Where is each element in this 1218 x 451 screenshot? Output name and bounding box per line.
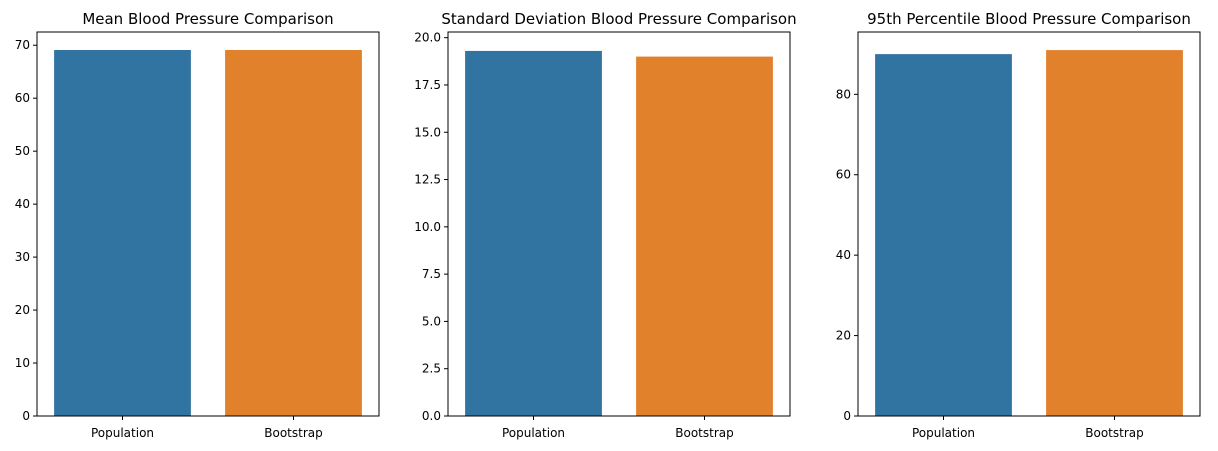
y-tick-label: 60 [15,91,30,105]
y-tick-label: 10.0 [414,220,441,234]
bar-bootstrap [636,56,773,417]
bar-bootstrap [225,50,362,417]
y-tick-label: 7.5 [422,267,441,281]
y-tick-label: 0.0 [422,409,441,423]
y-tick-label: 2.5 [422,362,441,376]
x-tick-label: Bootstrap [1085,426,1143,440]
chart-title: Standard Deviation Blood Pressure Compar… [441,10,796,28]
chart-title: 95th Percentile Blood Pressure Compariso… [867,10,1191,28]
chart-3: 95th Percentile Blood Pressure Compariso… [836,10,1201,440]
x-tick-label: Bootstrap [264,426,322,440]
x-tick-label: Population [91,426,154,440]
y-tick-label: 50 [15,144,30,158]
y-tick-label: 70 [15,38,30,52]
y-tick-label: 17.5 [414,78,441,92]
y-tick-label: 40 [836,248,851,262]
y-tick-label: 40 [15,197,30,211]
x-tick-label: Bootstrap [675,426,733,440]
x-tick-label: Population [502,426,565,440]
chart-1: Mean Blood Pressure Comparison 0 10 20 30 40 5… [15,10,380,440]
y-tick-label: 60 [836,168,851,182]
y-tick-label: 20 [15,303,30,317]
y-tick-label: 15.0 [414,125,441,139]
chart-title: Mean Blood Pressure Comparison [82,10,333,28]
bar-bootstrap [1046,50,1183,417]
y-tick-label: 12.5 [414,173,441,187]
axes-frame [857,31,1201,417]
y-tick-label: 10 [15,356,30,370]
y-tick-label: 20.0 [414,31,441,45]
y-tick-label: 0 [22,409,30,423]
y-tick-label: 5.0 [422,314,441,328]
y-tick-label: 0 [843,409,851,423]
axes-frame [36,31,380,417]
chart-2: Standard Deviation Blood Pressure Compar… [414,10,796,440]
axes-frame [447,31,791,417]
x-tick-label: Population [912,426,975,440]
bar-population [54,50,191,417]
y-tick-label: 30 [15,250,30,264]
y-tick-label: 80 [836,87,851,101]
y-tick-label: 20 [836,329,851,343]
bar-population [465,50,602,416]
bar-population [875,54,1012,417]
